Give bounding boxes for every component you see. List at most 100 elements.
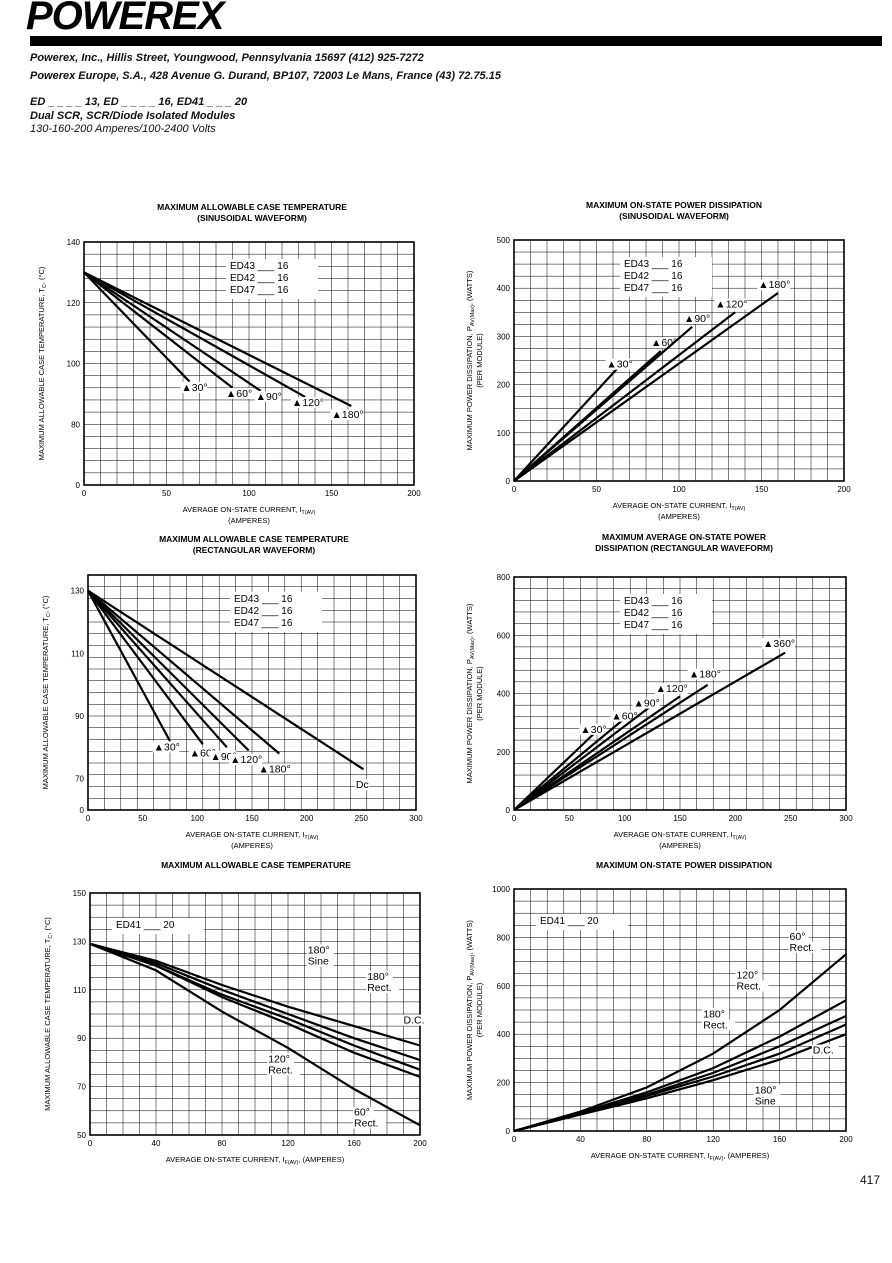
grid-lines	[90, 893, 420, 1135]
x-axis-label-units: (AMPERES)	[228, 516, 270, 525]
y-tick-label: 400	[497, 690, 511, 699]
y-tick-label: 150	[73, 889, 87, 898]
series-label-bg	[306, 944, 334, 956]
legend-entry: ED43 ___ 16	[230, 261, 289, 272]
y-tick-label: 400	[497, 1030, 511, 1039]
series-label: ▲30°	[181, 382, 207, 394]
y-tick-label: 0	[76, 481, 81, 490]
y-axis-label: MAXIMUM POWER DISSIPATION, PAV(Max), (WA…	[465, 603, 476, 783]
series-label-bg	[188, 747, 216, 759]
x-tick-label: 80	[218, 1139, 227, 1148]
chart-title: MAXIMUM ALLOWABLE CASE TEMPERATURE	[159, 534, 349, 544]
series-label-bg	[267, 1053, 294, 1065]
y-axis-label: MAXIMUM ALLOWABLE CASE TEMPERATURE, TC, …	[43, 917, 54, 1111]
x-tick-label: 250	[784, 814, 798, 823]
series-line	[83, 271, 234, 389]
series-label-bg	[811, 1044, 839, 1056]
series-label: ▲30°	[580, 724, 606, 736]
chart-subtitle: (SINUSOIDAL WAVEFORM)	[197, 213, 307, 223]
series-line	[89, 942, 421, 1047]
legend-bg	[230, 592, 322, 632]
series-label-bg	[762, 637, 795, 649]
legend: ED41 ___ 20	[536, 914, 628, 930]
series-label-bg	[687, 668, 721, 680]
y-tick-label: 500	[497, 236, 511, 245]
y-tick-label: 0	[506, 806, 511, 815]
series-label: 60°	[790, 931, 806, 943]
series-label: ▲90°	[634, 698, 660, 710]
series-line	[89, 942, 421, 1062]
chart-c4: MAXIMUM AVERAGE ON-STATE POWERDISSIPATIO…	[465, 532, 853, 850]
series-label-bg	[254, 390, 282, 402]
x-axis-label: AVERAGE ON-STATE CURRENT, IT(AV)	[183, 505, 316, 516]
legend-entry: ED43 ___ 16	[624, 259, 683, 270]
series-line	[83, 271, 191, 383]
series-label: ▲180°	[689, 668, 721, 680]
x-tick-label: 200	[839, 1135, 853, 1144]
y-tick-label: 110	[71, 649, 84, 658]
y-tick-label: 0	[80, 806, 85, 815]
x-tick-label: 150	[245, 814, 259, 823]
series-label: ▲60°	[226, 388, 252, 400]
chart-c5: MAXIMUM ALLOWABLE CASE TEMPERATURE 0 40 80 1…	[43, 860, 430, 1166]
chart-title: MAXIMUM ON-STATE POWER DISSIPATION	[586, 200, 762, 210]
y-tick-label: 90	[75, 712, 84, 721]
series-label-bg	[180, 381, 208, 393]
legend-bg	[112, 918, 204, 934]
series-label: D.C.	[813, 1045, 834, 1057]
x-tick-label: 0	[82, 489, 87, 498]
x-tick-label: 120	[281, 1139, 295, 1148]
y-axis-label-units: (PER MODULE)	[475, 982, 484, 1037]
x-tick-label: 300	[409, 814, 423, 823]
series-label-bg	[682, 312, 710, 324]
chart-c3: MAXIMUM ALLOWABLE CASE TEMPERATURE(RECTA…	[41, 534, 423, 850]
series-label-bg	[366, 971, 393, 983]
y-tick-label: 200	[497, 748, 511, 757]
legend-bg	[620, 257, 712, 297]
x-tick-label: 200	[837, 485, 851, 494]
series-line	[87, 590, 171, 742]
series-line	[513, 1033, 847, 1133]
chart-title: MAXIMUM ALLOWABLE CASE TEMPERATURE	[157, 202, 347, 212]
y-axis-label: MAXIMUM ALLOWABLE CASE TEMPERATURE, TC, …	[41, 595, 52, 789]
legend-entry: ED42 ___ 16	[230, 273, 289, 284]
series-label: ▲90°	[256, 391, 282, 403]
chart-title: MAXIMUM ON-STATE POWER DISSIPATION	[596, 860, 772, 870]
x-tick-label: 250	[355, 814, 369, 823]
y-tick-label: 70	[77, 1083, 86, 1092]
series-line	[83, 271, 352, 407]
series-line	[513, 704, 653, 811]
x-tick-label: 200	[300, 814, 314, 823]
series-line	[87, 590, 204, 745]
x-tick-label: 50	[592, 485, 601, 494]
x-tick-label: 40	[152, 1139, 161, 1148]
series-line	[89, 942, 421, 1071]
x-tick-label: 0	[512, 1135, 517, 1144]
legend-entry: ED42 ___ 16	[624, 608, 683, 619]
series-line	[513, 724, 604, 811]
y-tick-label: 800	[497, 573, 511, 582]
plot-frame	[513, 239, 845, 482]
series-label: Rect.	[703, 1019, 728, 1031]
legend-bg	[536, 914, 628, 930]
series-label: ▲120°	[656, 683, 688, 695]
series-label-bg	[306, 955, 334, 967]
x-tick-label: 100	[618, 814, 632, 823]
plot-frame	[513, 576, 847, 811]
series-label-bg	[610, 710, 638, 722]
x-tick-label: 160	[347, 1139, 361, 1148]
series-label-bg	[605, 358, 633, 370]
y-tick-label: 600	[497, 982, 511, 991]
series-line	[513, 651, 786, 811]
series-label-bg	[402, 1014, 430, 1026]
y-tick-label: 50	[77, 1131, 86, 1140]
y-axis-label: MAXIMUM POWER DISSIPATION, PAV(Max), (WA…	[465, 270, 476, 450]
series-label: 180°	[308, 945, 330, 957]
chart-c6: MAXIMUM ON-STATE POWER DISSIPATION 0 40 80 1…	[465, 860, 853, 1162]
legend-entry: ED42 ___ 16	[234, 606, 293, 617]
x-axis-label-units: (AMPERES)	[658, 512, 700, 521]
chart-subtitle: (SINUSOIDAL WAVEFORM)	[619, 211, 729, 221]
series-label: Rect.	[790, 942, 815, 954]
series-label-bg	[209, 750, 237, 762]
series-label-bg	[735, 969, 763, 981]
